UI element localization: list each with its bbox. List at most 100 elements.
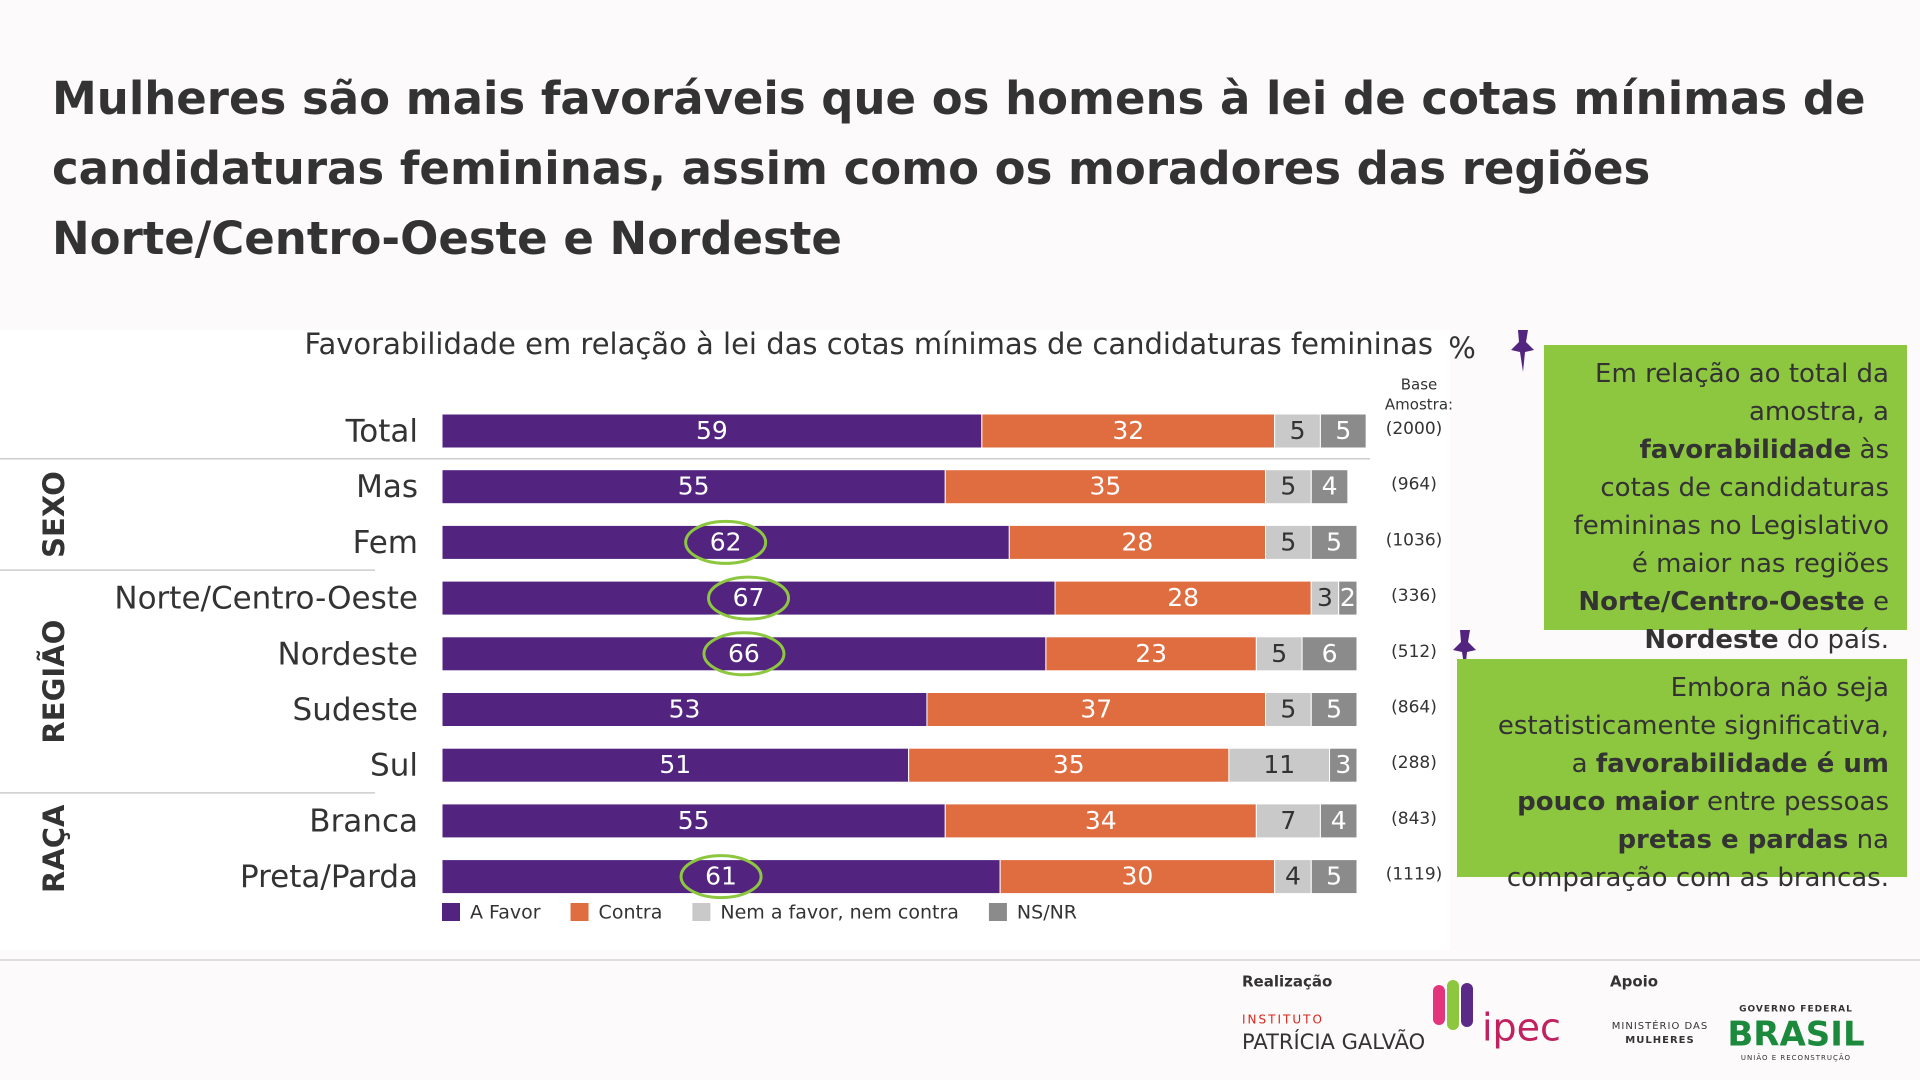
value-label: 2	[1340, 583, 1356, 612]
value-label: 4	[1322, 472, 1338, 501]
value-label: 66	[728, 639, 760, 668]
bar-segment	[1319, 803, 1358, 839]
value-label: 7	[1280, 806, 1296, 835]
note-text: Embora não seja estatisticamente signifi…	[1497, 673, 1889, 779]
bar-segment	[944, 803, 1257, 839]
base-label: (336)	[1391, 586, 1437, 606]
category-label: Norte/Centro-Oeste	[114, 581, 418, 617]
title: Norte/Centro-Oeste e Nordeste	[52, 212, 842, 265]
logo-shape	[1447, 980, 1459, 1030]
logo-text: INSTITUTO	[1242, 1013, 1324, 1027]
note-text: entre pessoas	[1698, 787, 1889, 817]
highlight-circle	[707, 575, 791, 621]
bar-segment	[1045, 636, 1257, 672]
category-label: Preta/Parda	[240, 859, 418, 895]
value-label: 23	[1135, 639, 1167, 668]
note-text: pretas e pardas	[1617, 825, 1849, 855]
legend-label: NS/NR	[1017, 902, 1077, 924]
note-text: favorabilidade é um pouco maior	[1517, 749, 1889, 817]
value-label: 35	[1089, 472, 1121, 501]
logo-text: MULHERES	[1625, 1035, 1694, 1046]
bar-segment	[1054, 580, 1312, 616]
value-label: 59	[696, 416, 728, 445]
bar-segment	[1310, 524, 1358, 560]
base-label: (864)	[1391, 698, 1437, 718]
value-label: 5	[1280, 695, 1296, 724]
group-label: RAÇA	[37, 804, 71, 893]
bar-segment	[1008, 524, 1266, 560]
legend-swatch	[570, 903, 589, 921]
category-label: Mas	[356, 469, 418, 505]
note-text: e	[1864, 587, 1889, 617]
value-label: 55	[678, 806, 710, 835]
bar-segment	[1310, 580, 1340, 616]
bar-segment	[1228, 747, 1331, 783]
logo-shape	[1433, 985, 1445, 1025]
value-label: 3	[1335, 750, 1351, 779]
value-label: 67	[733, 583, 765, 612]
base-label: (2000)	[1386, 419, 1443, 439]
bar-segment	[1265, 469, 1312, 505]
value-label: 5	[1280, 527, 1296, 556]
legend-label: Contra	[599, 902, 663, 924]
logo-text: MINISTÉRIO DAS	[1612, 1019, 1708, 1032]
base-header: Base	[1401, 376, 1438, 394]
value-label: 32	[1112, 416, 1144, 445]
value-label: 55	[678, 472, 710, 501]
note-text: Nordeste	[1644, 625, 1779, 655]
bar-segment	[1274, 413, 1321, 449]
bar-segment	[1310, 469, 1349, 505]
value-label: 4	[1285, 862, 1301, 891]
note-text: Em relação ao total da amostra, a	[1595, 359, 1889, 427]
bar-segment	[1255, 803, 1321, 839]
base-label: (964)	[1391, 475, 1437, 495]
category-label: Sul	[370, 748, 418, 784]
logo-shape	[1461, 983, 1473, 1027]
note-text: favorabilidade	[1639, 435, 1852, 465]
highlight-circle	[679, 854, 763, 900]
value-label: 28	[1167, 583, 1199, 612]
base-label: (288)	[1391, 753, 1437, 773]
value-label: 11	[1263, 750, 1295, 779]
value-label: 61	[705, 862, 737, 891]
value-label: 28	[1121, 527, 1153, 556]
bar-segment	[1310, 692, 1358, 727]
bar-segment	[1310, 859, 1358, 895]
group-label: SEXO	[37, 471, 71, 558]
logo-text: UNIÃO E RECONSTRUÇÃO	[1741, 1053, 1851, 1062]
footer-label: Realização	[1242, 973, 1332, 991]
logo-text: BRASIL	[1727, 1015, 1864, 1055]
bar-segment	[441, 413, 983, 449]
value-label: 5	[1326, 695, 1342, 724]
highlight-circle	[684, 519, 768, 565]
bar-segment	[926, 692, 1266, 727]
footer-label: Apoio	[1610, 973, 1658, 991]
pin	[1511, 330, 1534, 372]
title: Mulheres são mais favoráveis que os home…	[52, 72, 1866, 125]
bar-segment	[441, 636, 1047, 672]
title: candidaturas femininas, assim como os mo…	[52, 142, 1650, 195]
note: Em relação ao total da amostra, a favora…	[1544, 345, 1907, 655]
legend-swatch	[692, 903, 711, 921]
value-label: 5	[1280, 472, 1296, 501]
category-label: Branca	[309, 803, 418, 839]
value-label: 5	[1326, 527, 1342, 556]
value-label: 37	[1080, 695, 1112, 724]
bar-segment	[441, 692, 928, 727]
logo-text: PATRÍCIA GALVÃO	[1242, 1028, 1425, 1054]
note-text: na comparação com as brancas.	[1506, 825, 1889, 893]
value-label: 5	[1290, 416, 1306, 445]
bar-segment	[441, 803, 946, 839]
logo-text: GOVERNO FEDERAL	[1739, 1005, 1853, 1015]
bar-segment	[1319, 413, 1367, 449]
note-text: do país.	[1778, 625, 1889, 655]
bar-segment	[999, 859, 1276, 895]
note-text: às cotas de candidaturas femininas no Le…	[1573, 435, 1889, 579]
value-label: 34	[1085, 806, 1117, 835]
note: Embora não seja estatisticamente signifi…	[1457, 659, 1907, 893]
value-label: 6	[1322, 639, 1338, 668]
category-label: Total	[345, 414, 418, 450]
base-label: (1119)	[1386, 865, 1443, 885]
category-label: Sudeste	[293, 692, 418, 728]
